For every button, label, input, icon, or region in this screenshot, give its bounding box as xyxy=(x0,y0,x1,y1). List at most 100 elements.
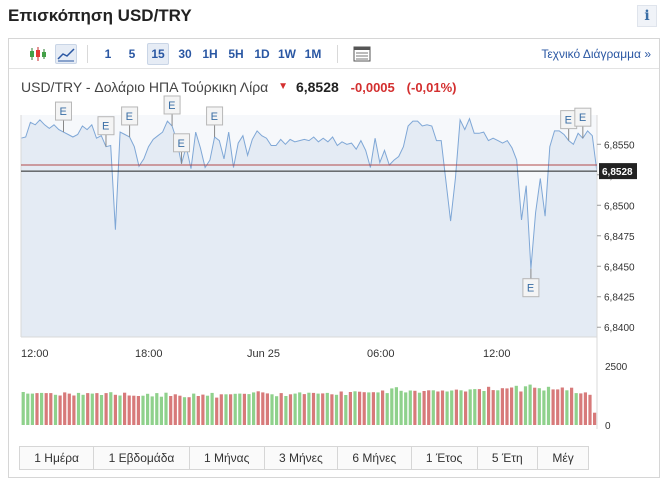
interval-1w[interactable]: 1W xyxy=(278,47,296,61)
toolbar-separator xyxy=(87,45,88,63)
volume-bar xyxy=(53,394,58,425)
volume-bar xyxy=(256,391,260,425)
technical-chart-link[interactable]: Τεχνικό Διάγραμμα » xyxy=(541,47,651,61)
volume-bar xyxy=(86,393,90,425)
candlestick-icon[interactable] xyxy=(27,44,49,64)
volume-bar xyxy=(141,395,145,425)
volume-bar xyxy=(440,390,445,425)
volume-bar xyxy=(164,392,168,425)
event-marker-label: E xyxy=(178,138,185,150)
volume-bar xyxy=(44,393,48,425)
volume-bar xyxy=(371,392,375,425)
volume-bar xyxy=(367,392,371,425)
price-line xyxy=(20,117,598,269)
volume-bar xyxy=(487,386,491,425)
event-marker-label: E xyxy=(565,115,572,127)
volume-bar xyxy=(30,393,34,425)
volume-bar xyxy=(95,393,99,425)
quote-line: USD/TRY - Δολάριο ΗΠΑ Τούρκικη Λίρα ▼ 6,… xyxy=(21,79,457,95)
range-6m[interactable]: 6 Μήνες xyxy=(338,447,412,469)
interval-1d[interactable]: 1D xyxy=(254,47,270,61)
volume-bar xyxy=(560,387,564,425)
volume-bar xyxy=(583,392,587,425)
volume-bar xyxy=(40,392,44,425)
table-view-icon[interactable] xyxy=(351,44,373,64)
volume-bar xyxy=(468,389,472,425)
price-area-fill xyxy=(21,118,597,337)
range-1w[interactable]: 1 Εβδομάδα xyxy=(94,447,190,469)
volume-bar xyxy=(298,392,302,425)
volume-bar xyxy=(339,391,343,425)
volume-bar xyxy=(35,393,39,425)
line-chart-icon[interactable] xyxy=(55,44,77,64)
volume-bar xyxy=(187,397,191,425)
volume-bar xyxy=(519,391,523,425)
event-marker xyxy=(522,278,540,298)
event-marker xyxy=(574,107,592,127)
volume-bar xyxy=(321,393,325,425)
event-marker-label: E xyxy=(102,121,109,133)
range-3m[interactable]: 3 Μήνες xyxy=(264,447,339,469)
interval-30[interactable]: 30 xyxy=(178,47,192,61)
volume-bar xyxy=(72,395,76,425)
event-marker xyxy=(173,133,191,153)
volume-bar xyxy=(500,388,504,425)
volume-bar xyxy=(459,390,463,425)
event-marker xyxy=(163,95,181,115)
interval-1h[interactable]: 1H xyxy=(202,47,218,61)
volume-bar xyxy=(417,392,422,425)
range-1m[interactable]: 1 Μήνας xyxy=(189,447,265,469)
range-1y[interactable]: 1 Έτος xyxy=(411,447,478,469)
volume-bar xyxy=(302,394,306,425)
volume-bar xyxy=(570,387,574,425)
volume-bar xyxy=(275,396,279,425)
interval-1[interactable]: 1 xyxy=(104,47,112,61)
volume-bar xyxy=(242,393,246,425)
volume-bar xyxy=(450,390,454,425)
volume-bar xyxy=(528,384,532,425)
volume-bar xyxy=(49,393,53,425)
volume-bar xyxy=(173,394,177,425)
range-max[interactable]: Μέγ xyxy=(538,447,589,469)
volume-bar xyxy=(376,392,380,425)
volume-bar xyxy=(542,390,546,425)
interval-1m[interactable]: 1M xyxy=(304,47,322,61)
volume-bar xyxy=(546,386,551,425)
volume-bar xyxy=(224,394,228,425)
volume-bar xyxy=(210,392,214,425)
last-price: 6,8528 xyxy=(295,79,339,95)
volume-bar xyxy=(215,397,219,425)
volume-bar xyxy=(348,392,352,425)
volume-bar xyxy=(261,392,265,425)
volume-bar xyxy=(473,389,477,425)
volume-bar xyxy=(505,388,509,425)
interval-15[interactable]: 15 xyxy=(147,43,169,65)
volume-bar xyxy=(270,394,274,425)
y-tick-label: 6,8400 xyxy=(604,323,635,334)
volume-bar xyxy=(556,389,560,425)
volume-tick-label: 0 xyxy=(605,421,611,432)
page-header: Επισκόπηση USD/TRY i xyxy=(0,0,666,34)
volume-bar xyxy=(390,388,394,425)
info-icon[interactable]: i xyxy=(637,5,657,27)
volume-bar xyxy=(169,396,173,425)
volume-bar xyxy=(63,392,67,425)
event-marker-label: E xyxy=(211,111,218,123)
volume-bar xyxy=(593,412,597,425)
volume-bar xyxy=(127,395,131,425)
range-5y[interactable]: 5 Έτη xyxy=(477,447,539,469)
price-chart[interactable]: investing.com6,85506,85256,85006,84756,8… xyxy=(9,39,659,477)
volume-bar xyxy=(316,393,320,425)
volume-bar xyxy=(118,395,122,425)
price-change: -0,0005 xyxy=(350,80,395,95)
volume-bar xyxy=(574,393,578,425)
volume-bar xyxy=(385,393,389,425)
range-1d[interactable]: 1 Ημέρα xyxy=(20,447,95,469)
interval-5h[interactable]: 5H xyxy=(228,47,244,61)
volume-bar xyxy=(132,395,136,425)
volume-bar xyxy=(491,390,495,425)
interval-5[interactable]: 5 xyxy=(128,47,136,61)
volume-bar xyxy=(325,392,329,425)
volume-bar xyxy=(537,388,541,425)
volume-bar xyxy=(311,392,316,425)
